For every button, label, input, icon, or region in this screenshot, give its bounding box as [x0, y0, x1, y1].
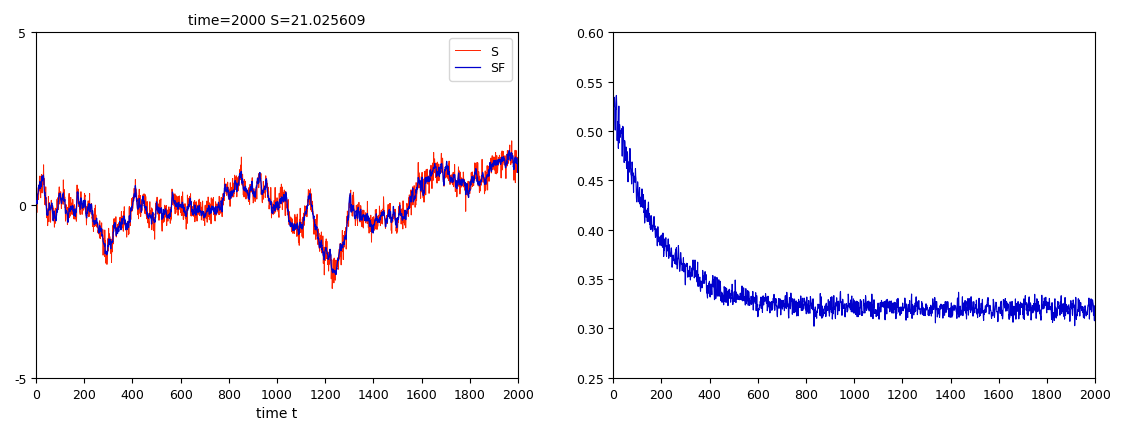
S	[72, 204, 86, 209]
S	[208, 219, 222, 224]
S	[426, 161, 440, 166]
SF	[319, 245, 333, 250]
S	[40, 207, 54, 212]
Legend: S, SF: S, SF	[449, 39, 512, 82]
X-axis label: time t: time t	[256, 406, 298, 420]
SF	[72, 202, 86, 207]
SF	[55, 196, 69, 201]
Line: SF: SF	[36, 151, 518, 275]
S	[511, 165, 524, 171]
Title: time=2000 S=21.025609: time=2000 S=21.025609	[188, 14, 366, 28]
SF	[29, 200, 43, 205]
SF	[40, 213, 54, 218]
SF	[426, 169, 440, 174]
SF	[503, 148, 516, 154]
S	[55, 198, 69, 203]
S	[505, 139, 519, 144]
S	[29, 200, 43, 205]
S	[325, 286, 339, 291]
SF	[330, 273, 343, 278]
Line: S: S	[36, 141, 518, 289]
SF	[208, 212, 222, 217]
SF	[511, 165, 524, 171]
S	[319, 245, 333, 250]
